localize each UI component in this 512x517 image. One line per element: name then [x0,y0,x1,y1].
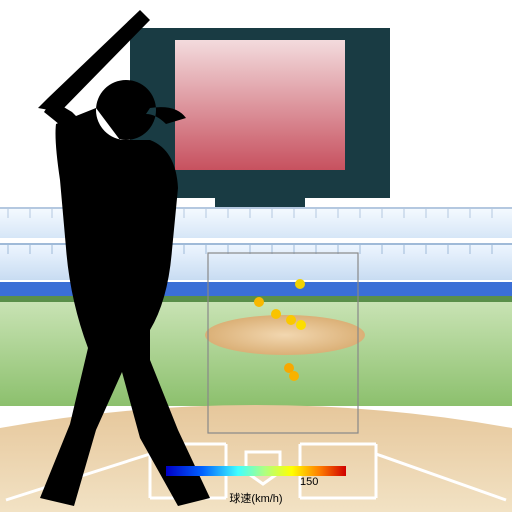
colorscale-label: 球速(km/h) [166,490,346,506]
colorscale-legend: 100 150 球速(km/h) [166,466,346,506]
batter-silhouette [0,0,512,512]
tick-100: 100 [180,476,198,488]
pitch-location-chart: 100 150 球速(km/h) [0,0,512,512]
colorscale-ticks: 100 150 [166,476,346,490]
colorscale-bar [166,466,346,476]
tick-150: 150 [300,476,318,488]
